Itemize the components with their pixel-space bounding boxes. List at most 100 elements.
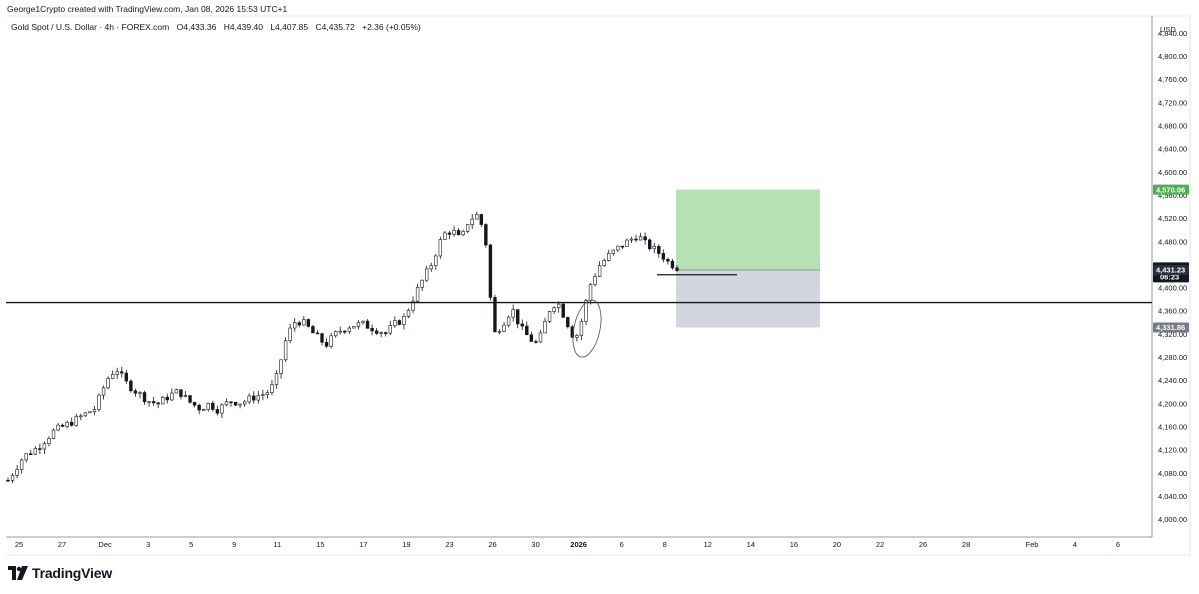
- candle-body: [415, 286, 420, 302]
- candle-body: [570, 326, 575, 338]
- candle-body: [616, 245, 620, 251]
- candle-body: [629, 238, 634, 241]
- price-axis[interactable]: 4,840.00 4,800.00 4,760.00 4,720.00 4,680.00…: [1158, 29, 1187, 524]
- candle-body: [525, 325, 529, 336]
- candle-body: [470, 218, 474, 225]
- candle-body: [65, 422, 69, 427]
- entry-price-tag-bg: [1153, 264, 1189, 275]
- candle-body: [484, 224, 488, 246]
- target-zone: [676, 189, 820, 270]
- stop-price-tag-bg: [1153, 322, 1189, 333]
- candle-body: [47, 438, 51, 444]
- candle-body: [502, 324, 506, 332]
- candle-body: [179, 389, 183, 397]
- candle-body: [579, 321, 584, 336]
- target-price-tag: 4,570.06: [1156, 185, 1185, 194]
- stop-zone: [676, 269, 820, 328]
- symbol-title[interactable]: Gold Spot / U.S. Dollar · 4h · FOREX.com: [11, 22, 170, 32]
- candle-body: [638, 236, 643, 241]
- candle-body: [666, 259, 670, 262]
- change-value: +2.36 (+0.05%): [362, 22, 421, 32]
- currency-label[interactable]: USD: [1160, 25, 1176, 34]
- time-tick-label: 2026: [570, 540, 587, 549]
- candle-body: [333, 331, 338, 337]
- candle-body: [252, 395, 256, 401]
- candle-body: [70, 422, 74, 426]
- candle-body: [534, 341, 538, 343]
- candle-body: [461, 231, 465, 236]
- candle-body: [520, 323, 524, 327]
- tradingview-logo-icon: [8, 566, 28, 580]
- candle-body: [347, 327, 352, 332]
- drawing-lines[interactable]: [6, 274, 1152, 360]
- tradingview-wordmark: TradingView: [32, 565, 113, 581]
- candle-body: [511, 309, 515, 318]
- candle-body: [657, 246, 661, 254]
- attribution-text: George1Crypto created with TradingView.c…: [7, 4, 288, 14]
- long-position-tool[interactable]: [676, 189, 820, 328]
- price-tick-label: 4,320.00: [1158, 330, 1187, 339]
- time-tick-label: 6: [620, 540, 624, 549]
- time-tick-label: 28: [962, 540, 970, 549]
- price-tick-label: 4,160.00: [1158, 423, 1187, 432]
- candle-body: [506, 316, 511, 326]
- entry-price-tag: 4,431.23: [1156, 266, 1185, 275]
- candle-body: [456, 230, 461, 236]
- price-tick-label: 4,040.00: [1158, 492, 1187, 501]
- candle-body: [297, 322, 301, 326]
- price-axis-tags: 4,570.064,435.7206:234,431.234,331.86: [1153, 184, 1189, 333]
- candle-body: [215, 409, 220, 414]
- candle-body: [529, 334, 534, 342]
- candle-body: [388, 325, 392, 334]
- candle-body: [206, 402, 210, 410]
- candle-body: [438, 239, 443, 257]
- candle-body: [183, 395, 188, 397]
- price-tick-label: 4,120.00: [1158, 446, 1187, 455]
- candle-body: [83, 412, 88, 417]
- candle-body: [547, 311, 552, 322]
- candle-body: [475, 214, 479, 220]
- candle-body: [79, 415, 83, 418]
- price-tick-label: 4,640.00: [1158, 145, 1187, 154]
- candle-body: [488, 244, 493, 298]
- candle-body: [138, 392, 142, 394]
- candle-body: [224, 401, 229, 406]
- candle-body: [106, 378, 110, 389]
- candle-body: [593, 276, 597, 285]
- time-tick-label: 6: [1116, 540, 1120, 549]
- candle-body: [270, 384, 274, 393]
- candle-body: [29, 453, 33, 456]
- price-tick-label: 4,520.00: [1158, 214, 1187, 223]
- candle-body: [384, 332, 388, 334]
- candle-body: [147, 401, 151, 403]
- time-axis[interactable]: 25 27 Dec 3 5 9 11 15 17 19 23 26 30 2026 6 8 12 14 16 20 22…: [15, 540, 1120, 549]
- candle-body: [197, 404, 201, 411]
- candle-body: [611, 249, 615, 254]
- candle-body: [238, 403, 242, 406]
- stop-price-tag: 4,331.86: [1156, 323, 1185, 332]
- time-tick-label: 4: [1073, 540, 1077, 549]
- time-tick-label: 26: [919, 540, 927, 549]
- candle-body: [88, 411, 92, 414]
- time-tick-label: 8: [663, 540, 667, 549]
- candle-body: [19, 459, 24, 470]
- candle-body: [283, 340, 288, 361]
- candle-body: [597, 265, 602, 277]
- candle-body: [170, 392, 174, 401]
- time-tick-label: 17: [359, 540, 367, 549]
- candle-body: [420, 279, 424, 288]
- open-value: O4,433.36: [176, 22, 217, 32]
- candle-body: [15, 469, 19, 476]
- time-tick-label: 23: [445, 540, 453, 549]
- price-tick-label: 4,840.00: [1158, 29, 1187, 38]
- time-tick-label: 5: [189, 540, 193, 549]
- symbol-ohlc-legend: Gold Spot / U.S. Dollar · 4h · FOREX.com…: [11, 22, 426, 32]
- candle-body: [293, 322, 297, 329]
- candle-body: [329, 335, 333, 347]
- candle-body: [220, 404, 224, 414]
- candle-body: [92, 409, 97, 413]
- candle-body: [647, 239, 652, 250]
- time-tick-label: 20: [833, 540, 841, 549]
- tradingview-logo[interactable]: TradingView: [8, 565, 112, 581]
